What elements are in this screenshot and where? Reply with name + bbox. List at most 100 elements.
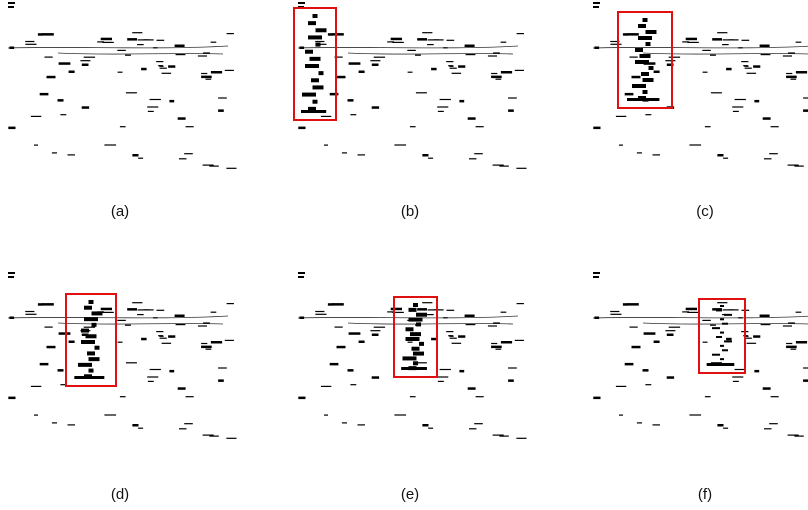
pixel-dash	[34, 414, 38, 416]
pixel-dash	[762, 387, 771, 390]
pixel-dash	[392, 311, 404, 313]
pixel-dash	[324, 414, 328, 416]
pixel-dash	[168, 335, 176, 338]
pixel-dash	[197, 325, 207, 327]
pixel-dash	[358, 70, 365, 73]
pixel-dash	[417, 38, 427, 41]
pixel-dash	[357, 154, 365, 156]
pixel-dash	[744, 335, 749, 337]
pixel-dash	[710, 92, 722, 94]
pixel-dash	[327, 33, 333, 36]
pixel-dash	[226, 167, 237, 169]
pixel-dash	[102, 311, 114, 313]
silhouette-block	[724, 313, 732, 316]
pixel-dash	[487, 325, 497, 327]
silhouette-block	[639, 54, 651, 58]
pixel-dash	[439, 98, 451, 101]
pixel-dash	[298, 272, 305, 274]
detection-box	[617, 11, 673, 109]
pixel-dash	[710, 324, 716, 326]
pixel-dash	[159, 67, 167, 69]
silhouette-block	[722, 322, 728, 325]
pixel-dash	[795, 341, 808, 344]
pixel-dash	[762, 117, 771, 120]
pixel-dash	[30, 115, 42, 117]
pixel-dash	[475, 396, 484, 398]
pixel-dash	[459, 369, 465, 373]
horizon-line	[592, 45, 808, 55]
pixel-dash	[508, 97, 517, 99]
silhouette-block	[416, 312, 427, 317]
pixel-dash	[704, 396, 711, 398]
silhouette-block	[312, 85, 324, 90]
pixel-dash	[642, 369, 649, 372]
pixel-dash	[201, 345, 212, 349]
pixel-dash	[439, 368, 451, 371]
pixel-dash	[415, 92, 427, 94]
pixel-dash	[593, 396, 601, 400]
pixel-dash	[8, 396, 16, 400]
pixel-dash	[702, 71, 708, 73]
pixel-dash	[348, 62, 361, 65]
pixel-dash	[394, 144, 407, 146]
pixel-dash	[68, 340, 75, 343]
pixel-dash	[141, 67, 147, 71]
pixel-dash	[723, 157, 729, 159]
pixel-dash	[760, 54, 771, 56]
pixel-dash	[147, 106, 159, 108]
pixel-dash	[443, 317, 448, 319]
panel-label: (c)	[696, 203, 714, 220]
silhouette-block	[712, 327, 720, 330]
pixel-dash	[788, 52, 795, 54]
pixel-dash	[717, 424, 724, 427]
pixel-dash	[668, 326, 681, 328]
pixel-dash	[8, 272, 15, 274]
pixel-dash	[224, 339, 234, 341]
pixel-dash	[508, 109, 514, 112]
silhouette-foot	[627, 98, 660, 101]
silhouette-block	[635, 60, 649, 64]
pixel-dash	[626, 33, 639, 36]
pixel-dash	[161, 72, 172, 74]
pixel-dash	[446, 331, 454, 333]
pixel-dash	[299, 46, 305, 49]
pixel-dash	[168, 65, 176, 68]
silhouette-block	[645, 42, 651, 46]
pixel-dash	[117, 341, 123, 343]
pixel-dash	[51, 422, 57, 424]
pixel-dash	[712, 308, 722, 311]
silhouette-foot	[74, 376, 105, 379]
pixel-dash	[459, 99, 465, 103]
pixel-dash	[437, 110, 444, 112]
pixel-dash	[83, 326, 96, 328]
pixel-dash	[491, 75, 502, 79]
pixel-dash	[631, 345, 641, 349]
pixel-dash	[469, 158, 477, 160]
pixel-dash	[132, 424, 139, 427]
pixel-dash	[81, 63, 89, 66]
pixel-dash	[210, 341, 223, 344]
pixel-dash	[119, 396, 126, 398]
silhouette-block	[632, 84, 646, 88]
pixel-dash	[315, 40, 325, 43]
pixel-dash	[449, 337, 457, 339]
pixel-dash	[437, 380, 444, 382]
pixel-dash	[516, 437, 527, 439]
silhouette-block	[720, 358, 724, 361]
silhouette-block	[308, 106, 316, 111]
pixel-dash	[487, 55, 497, 57]
pixel-dash	[9, 46, 15, 49]
pixel-dash	[760, 324, 771, 326]
pixel-dash	[787, 164, 799, 166]
pixel-dash	[329, 362, 339, 366]
silhouette-block	[78, 362, 92, 367]
pixel-dash	[8, 126, 16, 130]
pixel-dash	[717, 302, 728, 304]
pixel-dash	[9, 316, 15, 319]
silhouette-block	[720, 318, 724, 321]
pixel-dash	[629, 326, 638, 328]
pixel-dash	[465, 324, 476, 326]
pixel-dash	[210, 71, 223, 74]
pixel-dash	[682, 41, 690, 43]
pixel-dash	[593, 272, 600, 274]
